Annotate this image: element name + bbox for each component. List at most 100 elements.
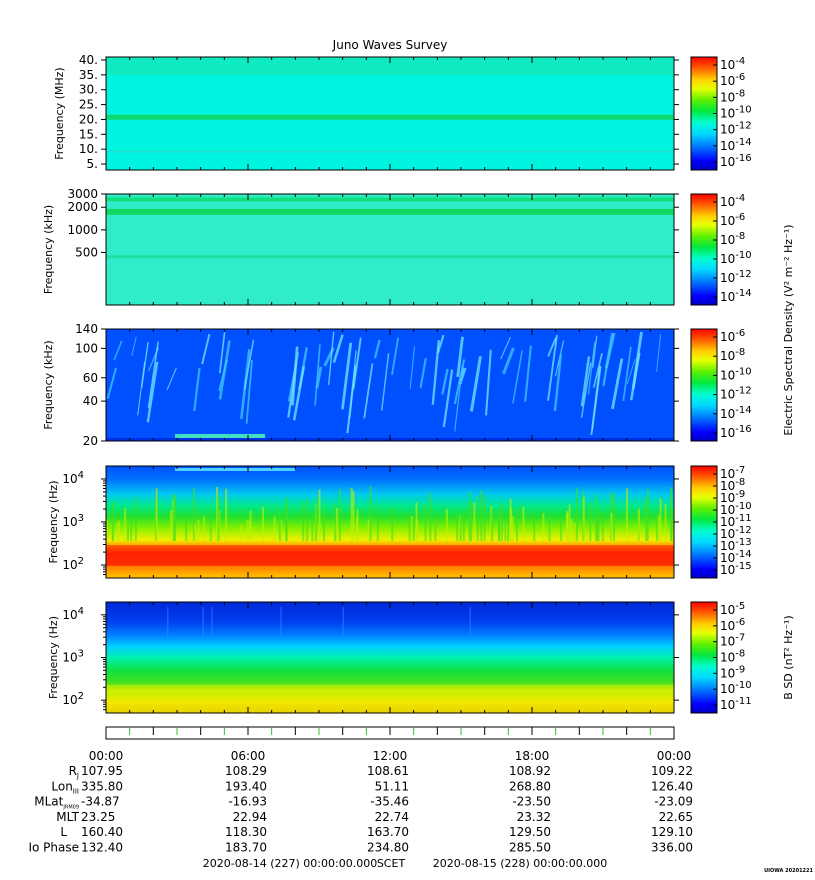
ephemeris-value: -23.09 xyxy=(654,795,693,809)
ephemeris-value: 160.40 xyxy=(81,825,123,839)
emission-burst xyxy=(547,337,557,357)
y-tick-label: 1000 xyxy=(67,223,98,237)
emission-burst xyxy=(218,340,231,400)
emission-burst xyxy=(469,356,482,412)
emission-burst xyxy=(373,339,381,359)
colorbar-label: B SD (nT² Hz⁻¹) xyxy=(782,615,795,699)
y-tick-label: 2000 xyxy=(67,200,98,214)
colorbar-tick-label: 10-10 xyxy=(720,366,752,382)
top-band xyxy=(175,468,295,471)
colorbar-tick-label: 10-8 xyxy=(720,88,745,104)
y-tick-label: 25. xyxy=(79,98,98,112)
y-tick-label: 20 xyxy=(83,434,98,448)
panel-1: 40.35.30.25.20.15.10.5. Frequency (MHz) 10… xyxy=(53,53,752,171)
emission-burst xyxy=(592,335,598,368)
colorbar-tick-label: 10-6 xyxy=(720,212,745,228)
ephemeris-value: 336.00 xyxy=(651,841,693,855)
y-tick-label: 35. xyxy=(79,68,98,82)
ephemeris-row-label: RJ xyxy=(69,764,79,780)
colorbar-tick-label: 10-7 xyxy=(720,465,745,481)
colorbar-tick-label: 10-8 xyxy=(720,347,745,363)
y-tick-label: 102 xyxy=(62,691,84,707)
ephemeris-value: 23.25 xyxy=(81,810,115,824)
ephemeris-value: 22.65 xyxy=(659,810,693,824)
low-band xyxy=(106,566,674,576)
ephemeris-value: 285.50 xyxy=(509,841,551,855)
colorbar-tick-label: 10-8 xyxy=(720,231,745,247)
ephemeris-value: 129.50 xyxy=(509,825,551,839)
emission-burst xyxy=(456,336,464,378)
ephemeris-value: -16.93 xyxy=(228,795,267,809)
ephemeris-value: 108.29 xyxy=(225,764,267,778)
y-tick-label: 40 xyxy=(83,394,98,408)
emission-burst xyxy=(437,334,445,353)
colorbar-tick-label: 10-14 xyxy=(720,137,752,153)
emission-burst xyxy=(137,361,146,416)
y-tick-label: 40. xyxy=(79,53,98,67)
emission-burst xyxy=(332,334,344,363)
ephemeris-value: 118.30 xyxy=(225,825,267,839)
emission-burst xyxy=(292,366,306,421)
ephemeris-row-label: MLatJRM09 xyxy=(34,795,79,811)
time-label: 12:00 xyxy=(373,749,408,763)
colorbar-tick-label: 10-9 xyxy=(720,489,745,505)
ephemeris-value: 109.22 xyxy=(651,764,693,778)
colorbar-tick-label: 10-11 xyxy=(720,696,752,712)
colorbar-tick-label: 10-6 xyxy=(720,617,745,633)
spectrogram-2 xyxy=(106,194,674,305)
colorbar-tick-label: 10-8 xyxy=(720,477,745,493)
colorbar-gradient xyxy=(690,328,718,442)
y-tick-label: 3000 xyxy=(67,187,98,201)
band-10mhz xyxy=(106,150,674,153)
colorbar-tick-label: 10-10 xyxy=(720,680,752,696)
ephemeris-value: -23.50 xyxy=(512,795,551,809)
colorbar-tick-label: 10-12 xyxy=(720,121,752,137)
high-intensity-band xyxy=(106,545,674,565)
colorbar-tick-label: 10-5 xyxy=(720,601,745,617)
spectrogram-background xyxy=(106,602,674,713)
colorbar-gradient xyxy=(690,193,718,306)
colorbar-tick-label: 10-12 xyxy=(720,525,752,541)
colorbar-gradient xyxy=(690,601,718,714)
footer-start-time: 2020-08-14 (227) 00:00:00.000 xyxy=(203,857,377,870)
colorbar-tick-label: 10-8 xyxy=(720,649,745,665)
ephemeris-value: 23.32 xyxy=(517,810,551,824)
colorbar-tick-label: 10-10 xyxy=(720,105,752,121)
emission-burst xyxy=(602,332,614,387)
emission-burst xyxy=(419,357,427,389)
time-axis xyxy=(105,726,675,740)
ephemeris-value: 163.70 xyxy=(367,825,409,839)
colorbar-tick-label: 10-16 xyxy=(720,424,752,440)
y-axis-label: Frequency (MHz) xyxy=(53,67,66,159)
panel-3: 140 100 60 40 20 Frequency (kHz) 10-6 10-8 10-10… xyxy=(42,322,752,448)
emission-burst xyxy=(592,353,603,388)
ephemeris-value: 51.11 xyxy=(375,779,409,793)
y-tick-label: 104 xyxy=(62,470,84,486)
y-tick-label: 60 xyxy=(83,371,98,385)
emission-burst xyxy=(314,344,321,406)
emission-burst xyxy=(502,347,515,375)
emission-burst xyxy=(512,350,523,404)
ephemeris-value: 126.40 xyxy=(651,779,693,793)
ephemeris-value: 108.61 xyxy=(367,764,409,778)
spectrogram-5 xyxy=(106,602,674,713)
colorbar-label: Electric Spectral Density (V² m⁻² Hz⁻¹) xyxy=(782,224,795,435)
ephemeris-value: 193.40 xyxy=(225,779,267,793)
emission-burst xyxy=(113,340,123,361)
spectrogram-4 xyxy=(105,466,674,578)
spectrogram-background xyxy=(106,329,674,441)
colorbar-tick-label: 10-4 xyxy=(720,56,745,72)
colorbar-tick-label: 10-14 xyxy=(720,288,752,304)
emission-burst xyxy=(587,341,596,395)
y-tick-label: 10. xyxy=(79,142,98,156)
emission-burst xyxy=(580,362,592,418)
colorbar-tick-label: 10-12 xyxy=(720,269,752,285)
time-label: 18:00 xyxy=(515,749,550,763)
y-tick-label: 5. xyxy=(87,157,98,171)
ephemeris-value: 22.74 xyxy=(375,810,409,824)
emission-burst xyxy=(629,352,641,401)
ephemeris-row-label: MLT xyxy=(56,810,79,824)
